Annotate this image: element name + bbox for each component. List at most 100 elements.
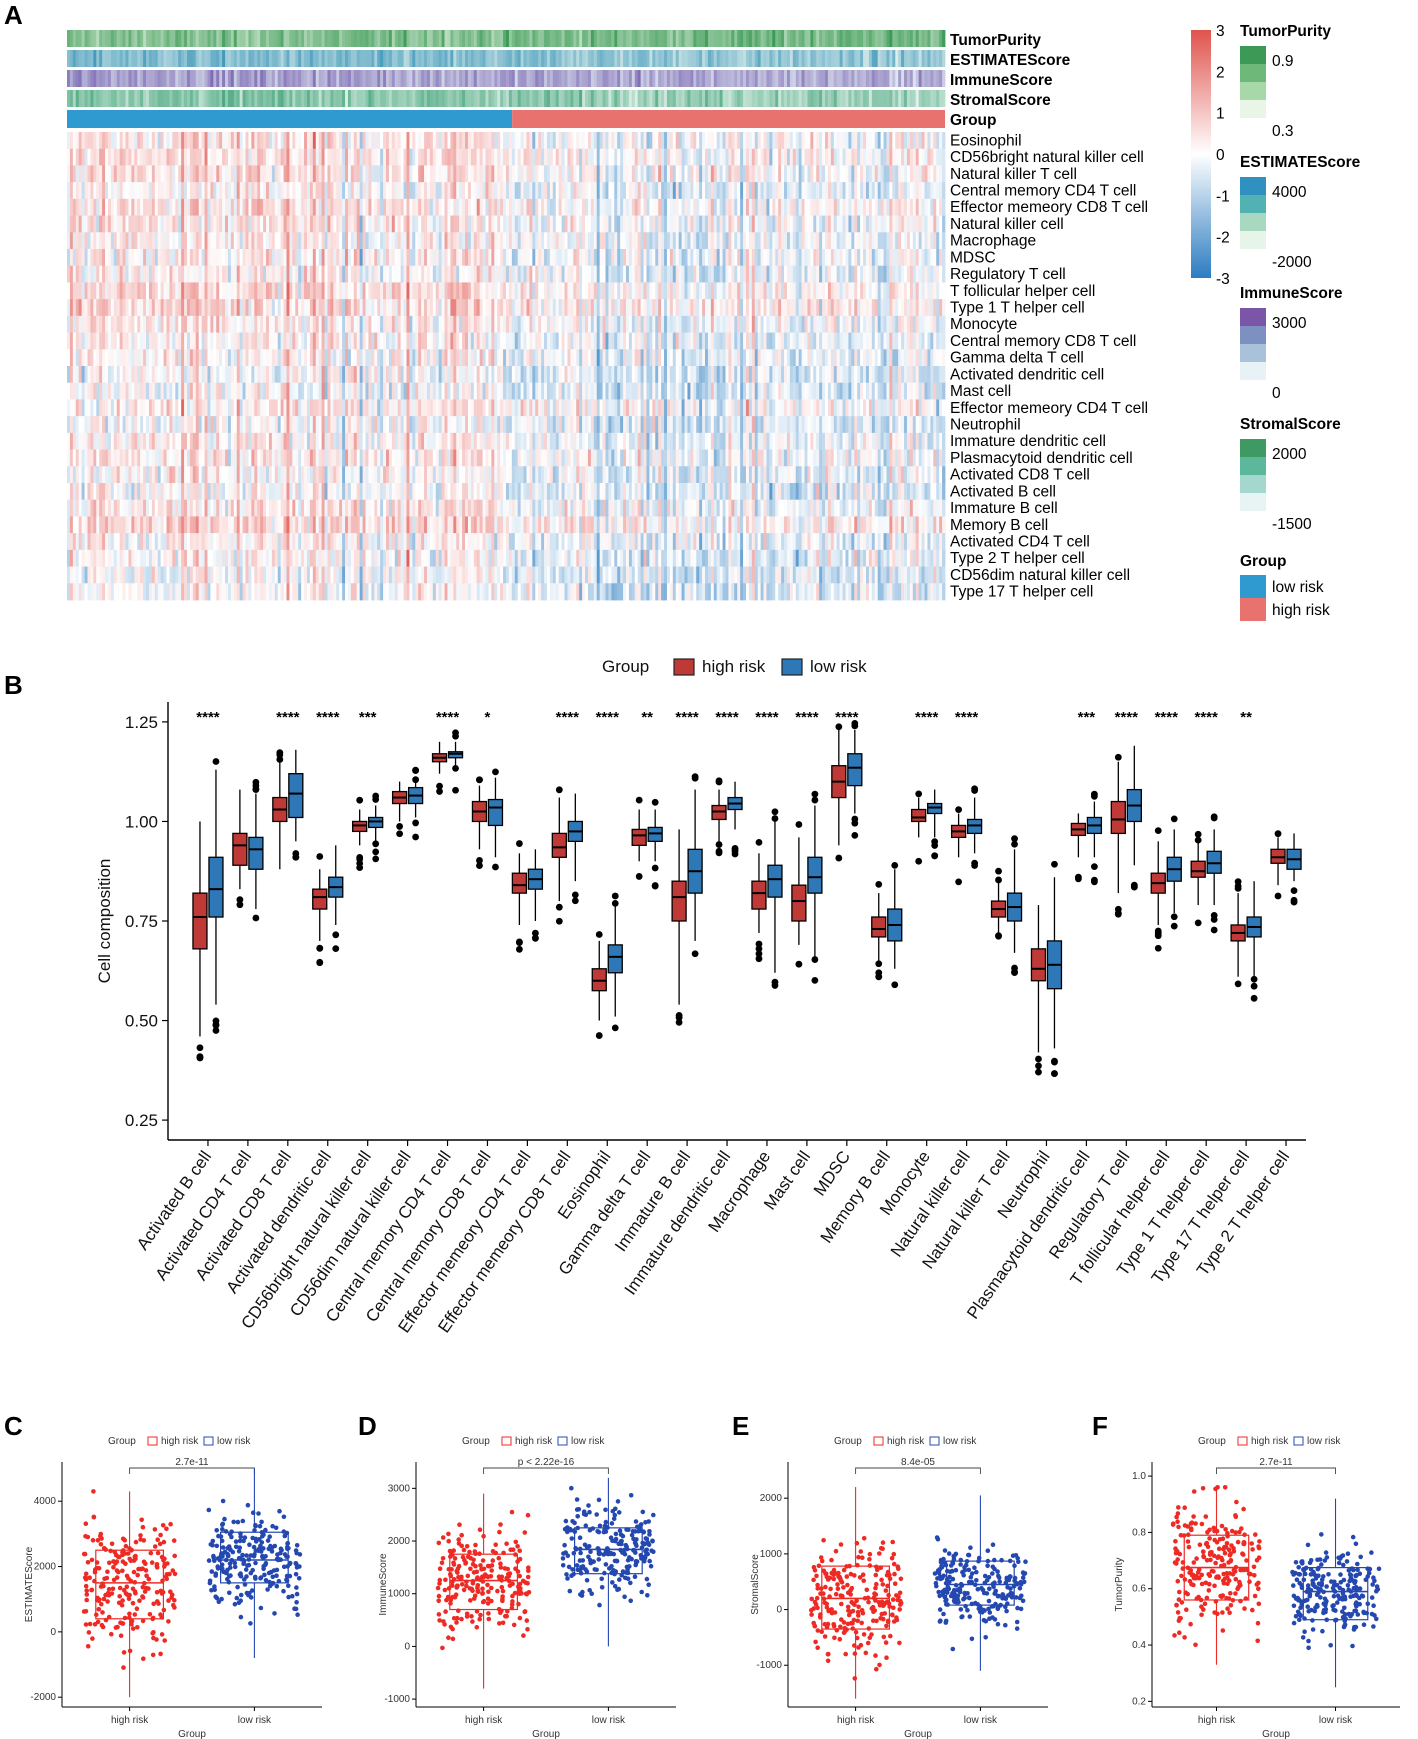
box-iqr xyxy=(232,832,248,866)
x-tick-label: low risk xyxy=(1319,1715,1353,1726)
outlier-point xyxy=(476,857,483,864)
heatmap-row-label: Neutrophil xyxy=(950,417,1021,434)
outlier-point xyxy=(1210,916,1218,923)
outlier-point xyxy=(835,723,843,731)
legend-key-low-risk xyxy=(203,1436,214,1446)
outlier-point xyxy=(196,1044,204,1052)
box-iqr xyxy=(807,856,823,894)
pvalue-label: p < 2.22e-16 xyxy=(518,1457,575,1468)
outlier-point xyxy=(372,840,380,848)
legend-swatch xyxy=(1240,64,1266,82)
outlier-point xyxy=(476,862,483,869)
box-low-risk xyxy=(767,808,783,989)
annotation-label: ImmuneScore xyxy=(950,72,1053,89)
y-tick-label: 2000 xyxy=(388,1536,411,1547)
outlier-point xyxy=(1290,887,1298,895)
box-iqr xyxy=(288,773,304,819)
group-legend-label-low: low risk xyxy=(1272,579,1324,596)
outlier-point xyxy=(396,823,404,830)
box-iqr xyxy=(192,892,208,950)
box-iqr xyxy=(511,872,528,894)
outlier-point xyxy=(715,778,723,786)
legend-label-low-risk: low risk xyxy=(943,1436,977,1447)
outlier-point xyxy=(1051,1070,1058,1078)
box-low-risk xyxy=(687,773,703,958)
legend-label-low-risk: low risk xyxy=(571,1436,605,1447)
box-high-risk xyxy=(551,786,567,925)
heatmap-row-label: Eosinophil xyxy=(950,132,1022,149)
box-iqr xyxy=(671,880,687,922)
legend-label-low-risk: low risk xyxy=(217,1436,251,1447)
box-high-risk xyxy=(1070,813,1087,883)
box-high-risk xyxy=(950,806,967,886)
legend-high-value: 0.9 xyxy=(1272,53,1294,70)
legend-low-value: 0 xyxy=(1272,385,1281,402)
outlier-point xyxy=(531,934,539,942)
outlier-point xyxy=(212,1021,220,1029)
heatmap-row-label: Monocyte xyxy=(950,316,1017,333)
outlier-point xyxy=(1090,876,1098,884)
outlier-point xyxy=(316,853,324,860)
group-bar-high-risk xyxy=(512,110,945,128)
outlier-point xyxy=(1194,919,1202,927)
significance-label: ** xyxy=(641,709,653,726)
heatmap-row-label: Memory B cell xyxy=(950,517,1048,534)
y-tick-label: 0.2 xyxy=(1132,1696,1146,1707)
significance-label: **** xyxy=(596,709,620,726)
legend-key-high-risk xyxy=(1237,1436,1248,1446)
outlier-point xyxy=(931,842,939,849)
y-tick-label: 0.8 xyxy=(1132,1527,1146,1538)
box-iqr xyxy=(871,916,887,938)
outlier-point xyxy=(372,855,380,863)
outlier-point xyxy=(955,806,963,813)
heatmap-row-label: Activated CD4 T cell xyxy=(950,534,1090,551)
heatmap-row-label: Activated B cell xyxy=(950,483,1056,500)
box-iqr xyxy=(1302,1567,1369,1621)
y-tick-label: -2000 xyxy=(30,1692,56,1703)
box-low-risk xyxy=(847,719,863,839)
outlier-point xyxy=(1274,830,1282,838)
heatmap-row-label: Immature B cell xyxy=(950,500,1058,517)
box-iqr xyxy=(945,1560,1015,1606)
color-scale-tick: -1 xyxy=(1216,188,1230,205)
legend-high-value: 2000 xyxy=(1272,446,1307,463)
box-iqr xyxy=(631,828,647,846)
legend-title: Group xyxy=(834,1436,862,1447)
box-low-risk xyxy=(407,766,424,841)
box-high-risk xyxy=(232,789,248,909)
outlier-point xyxy=(675,1018,683,1026)
heatmap-row-label: Effector memeory CD8 T cell xyxy=(950,199,1148,216)
outlier-point xyxy=(452,786,459,794)
outlier-point xyxy=(412,776,420,784)
outlier-point xyxy=(412,819,420,827)
outlier-point xyxy=(955,878,963,886)
legend-title: ImmuneScore xyxy=(1240,285,1343,302)
box-low-risk xyxy=(1166,815,1182,930)
outlier-point xyxy=(771,815,779,822)
outlier-point xyxy=(1194,830,1202,838)
outlier-point xyxy=(571,897,579,905)
boxplot-panel: Group high risk low risk 0.25 0.50 0.75 1.00 1.… xyxy=(95,657,1306,1336)
outlier-point xyxy=(252,914,260,922)
significance-label: **** xyxy=(1155,709,1179,726)
box-low-risk xyxy=(328,845,344,953)
legend-key-high-risk xyxy=(873,1436,884,1446)
box-high-risk xyxy=(821,1487,890,1699)
group-legend-title: Group xyxy=(1240,553,1287,570)
box-low-risk xyxy=(945,1495,1015,1671)
y-axis-label: TumorPurity xyxy=(1114,1557,1125,1611)
box-high-risk xyxy=(871,880,887,981)
box-high-risk xyxy=(1183,1487,1250,1665)
legend-label-high-risk: high risk xyxy=(702,657,766,676)
box-high-risk xyxy=(1110,753,1126,918)
annotation-track-StromalScore xyxy=(67,90,946,107)
heatmap-row-label: Effector memeory CD4 T cell xyxy=(950,400,1148,417)
heatmap-row-label: CD56bright natural killer cell xyxy=(950,149,1144,166)
outlier-point xyxy=(1154,932,1162,940)
x-axis-label: Group xyxy=(178,1729,206,1739)
outlier-point xyxy=(795,821,803,828)
y-tick-label: 3000 xyxy=(388,1483,411,1494)
legend-title: StromalScore xyxy=(1240,416,1341,433)
box-high-risk xyxy=(831,723,847,862)
color-scale-tick: 3 xyxy=(1216,23,1225,40)
